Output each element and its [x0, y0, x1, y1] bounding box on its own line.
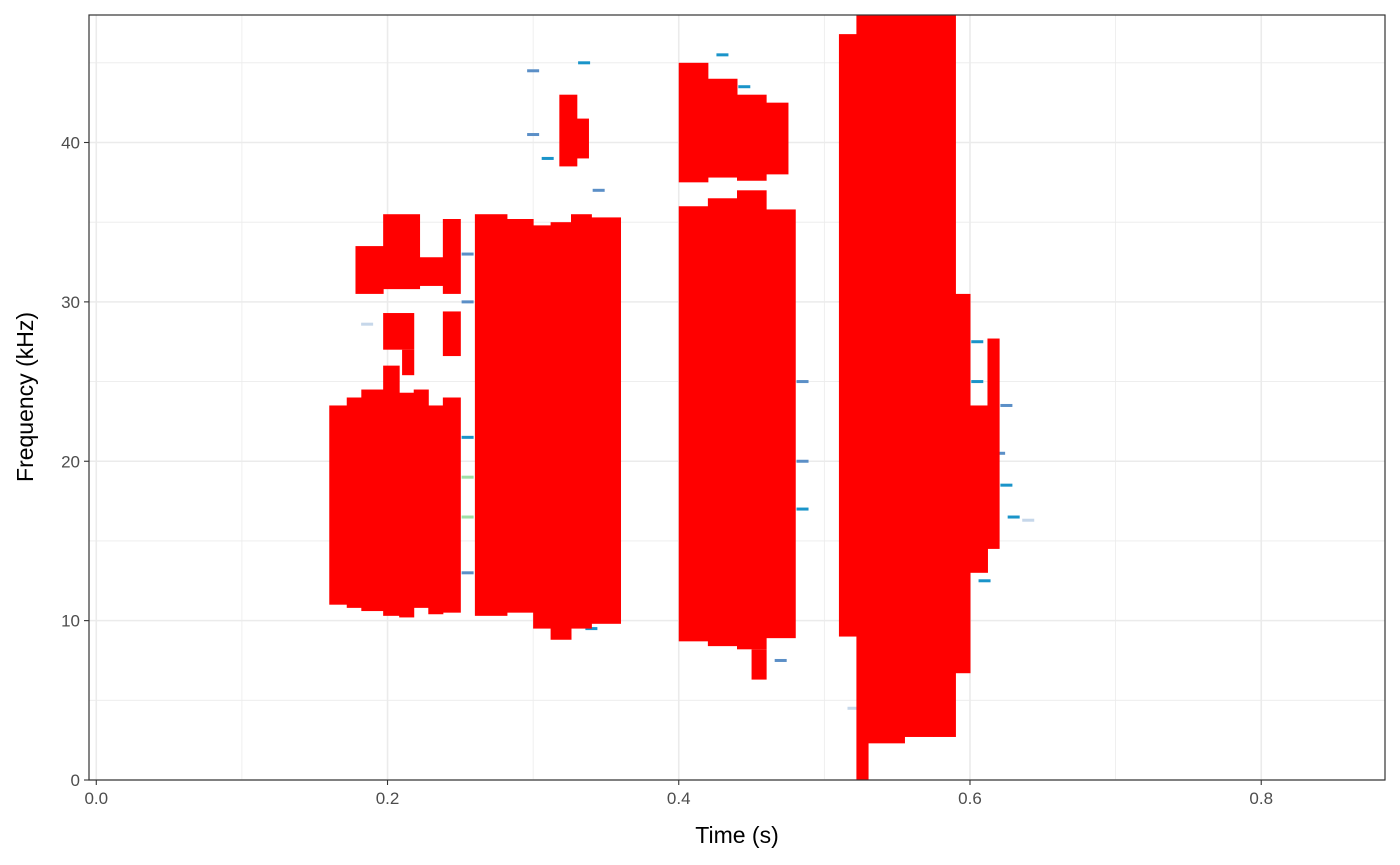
energy-bin: [971, 380, 984, 384]
energy-bin: [461, 300, 474, 304]
detection-region: [838, 34, 857, 637]
detection-regions: [329, 15, 1000, 780]
detection-region: [533, 225, 552, 629]
x-tick-label: 0.8: [1249, 789, 1273, 808]
detection-region: [419, 257, 444, 286]
y-tick-label: 20: [61, 452, 80, 471]
detection-region: [559, 94, 578, 167]
energy-bin: [578, 61, 591, 65]
x-tick-label: 0.4: [667, 789, 691, 808]
detection-region: [442, 219, 461, 294]
x-tick-label: 0.0: [84, 789, 108, 808]
detection-region: [766, 209, 796, 639]
energy-bin: [1007, 515, 1020, 519]
detection-region: [413, 389, 429, 608]
y-tick-label: 40: [61, 134, 80, 153]
detection-region: [428, 405, 444, 615]
panel-border: [88, 14, 1386, 781]
energy-bin: [1000, 403, 1013, 407]
energy-bin: [461, 252, 474, 256]
detection-region: [591, 217, 622, 624]
energy-bin: [796, 380, 809, 384]
x-axis: 0.0 0.2 0.4 0.6 0.8: [84, 780, 1273, 808]
detection-region: [355, 246, 384, 294]
y-tick-label: 30: [61, 293, 80, 312]
detection-region: [766, 102, 789, 175]
detection-region: [442, 311, 461, 357]
detection-region: [868, 15, 905, 744]
energy-bin: [461, 435, 474, 439]
detection-region: [707, 78, 738, 178]
energy-bin: [527, 133, 540, 137]
detection-region: [678, 62, 709, 183]
detection-region: [361, 389, 384, 612]
detection-region: [987, 338, 1000, 549]
detection-region: [474, 214, 508, 616]
energy-bin: [796, 507, 809, 511]
energy-bin: [1022, 518, 1035, 522]
y-tick-label: 10: [61, 612, 80, 631]
energy-bin: [461, 571, 474, 575]
detection-region: [955, 293, 971, 674]
y-axis-title: Frequency (kHz): [12, 312, 38, 482]
detection-region: [383, 214, 421, 290]
x-tick-label: 0.6: [958, 789, 982, 808]
x-axis-title: Time (s): [695, 822, 778, 848]
detection-region: [506, 219, 534, 613]
detection-region: [678, 206, 709, 642]
detection-region: [707, 198, 738, 647]
detection-region: [383, 313, 415, 350]
detection-region: [399, 392, 415, 618]
y-tick-label: 0: [71, 771, 80, 790]
energy-bin: [461, 515, 474, 519]
energy-bin: [716, 53, 729, 57]
y-axis: 0 10 20 30 40: [61, 134, 89, 790]
detection-region: [442, 397, 461, 613]
energy-bin: [541, 156, 554, 160]
detection-region: [402, 349, 415, 376]
detection-region: [933, 15, 956, 737]
energy-bin: [461, 475, 474, 479]
energy-bin: [978, 579, 991, 583]
energy-bin: [527, 69, 540, 73]
x-tick-label: 0.2: [376, 789, 400, 808]
detection-region: [751, 649, 767, 680]
detection-region: [570, 214, 592, 629]
energy-bin: [971, 340, 984, 344]
detection-region: [737, 190, 767, 650]
detection-region: [346, 397, 362, 608]
energy-bin: [847, 706, 860, 710]
detection-region: [737, 94, 767, 181]
detection-region: [383, 365, 400, 616]
energy-bin: [361, 322, 374, 326]
energy-bin: [774, 658, 787, 662]
detection-region: [576, 118, 589, 159]
detection-region: [329, 405, 348, 605]
detection-region: [550, 222, 572, 640]
detection-region: [904, 15, 935, 737]
energy-bin: [1000, 483, 1013, 487]
energy-bin: [738, 85, 751, 89]
detection-region: [856, 15, 869, 780]
energy-bin: [592, 188, 605, 192]
energy-bin: [796, 459, 809, 463]
detection-region: [969, 405, 988, 573]
